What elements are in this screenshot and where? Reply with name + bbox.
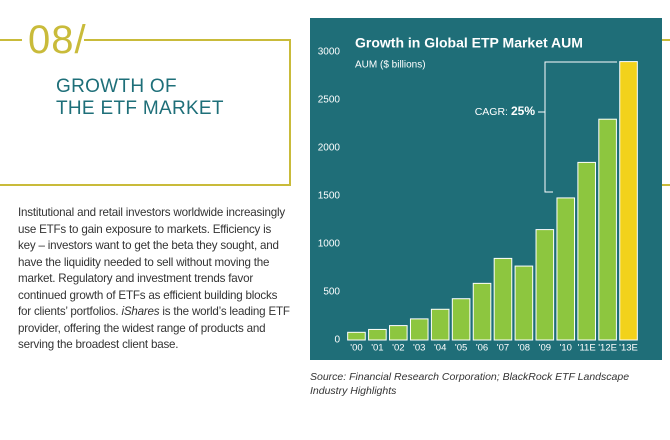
x-tick-label: '02 xyxy=(392,343,404,354)
chart-subtitle: AUM ($ billions) xyxy=(355,60,426,71)
x-tick-label: '06 xyxy=(476,343,488,354)
bar xyxy=(598,118,617,341)
x-tick-label: '03 xyxy=(413,343,425,354)
x-tick-label: '10 xyxy=(560,343,572,354)
bar xyxy=(347,331,366,341)
x-tick-label: '08 xyxy=(518,343,530,354)
bar xyxy=(514,265,534,341)
title-line: THE ETF MARKET xyxy=(56,98,224,119)
body-text-part: iShares xyxy=(121,305,160,318)
y-tick-label: 1500 xyxy=(318,191,341,202)
annotation-label: CAGR: xyxy=(475,106,508,118)
x-tick-label: '05 xyxy=(455,343,467,354)
y-tick-label: 2000 xyxy=(318,143,341,154)
y-tick-label: 0 xyxy=(334,335,340,346)
bar xyxy=(409,318,429,341)
body-text-part: Institutional and retail investors world… xyxy=(18,206,285,318)
x-tick-label: '00 xyxy=(350,343,362,354)
x-tick-label: '12E xyxy=(598,343,617,354)
y-tick-label: 1000 xyxy=(318,239,341,250)
x-tick-label: '11E xyxy=(578,343,596,354)
x-tick-label: '07 xyxy=(497,343,509,354)
x-tick-label: '09 xyxy=(539,343,551,354)
bar xyxy=(472,282,492,341)
section-title: GROWTH OF THE ETF MARKET xyxy=(56,76,224,120)
source: Source: Financial Research Corporation; … xyxy=(310,371,630,397)
bar xyxy=(493,257,513,341)
bar xyxy=(556,197,576,341)
cagr-bracket xyxy=(544,61,617,193)
x-tick-label: '01 xyxy=(371,343,383,354)
body-text-part: is the world’s leading ETF provider, off… xyxy=(18,305,290,351)
title-line: GROWTH OF xyxy=(56,76,177,97)
annotation: CAGR: 25% xyxy=(475,104,536,118)
body-text: Institutional and retail investors world… xyxy=(18,205,290,354)
annotation-value: 25% xyxy=(511,104,535,118)
bar xyxy=(389,325,408,341)
section-number: 08/ xyxy=(28,18,87,62)
bar xyxy=(535,229,555,341)
y-tick-label: 3000 xyxy=(318,47,341,58)
bar xyxy=(619,61,638,341)
y-tick-label: 2500 xyxy=(318,95,341,106)
bar xyxy=(368,328,387,341)
chart-title: Growth in Global ETP Market AUM xyxy=(355,35,583,51)
bar xyxy=(451,298,471,341)
x-tick-label: '13E xyxy=(619,343,638,354)
y-tick-label: 500 xyxy=(323,287,340,298)
bar xyxy=(430,308,450,341)
x-tick-label: '04 xyxy=(434,343,446,354)
bar xyxy=(577,161,596,341)
